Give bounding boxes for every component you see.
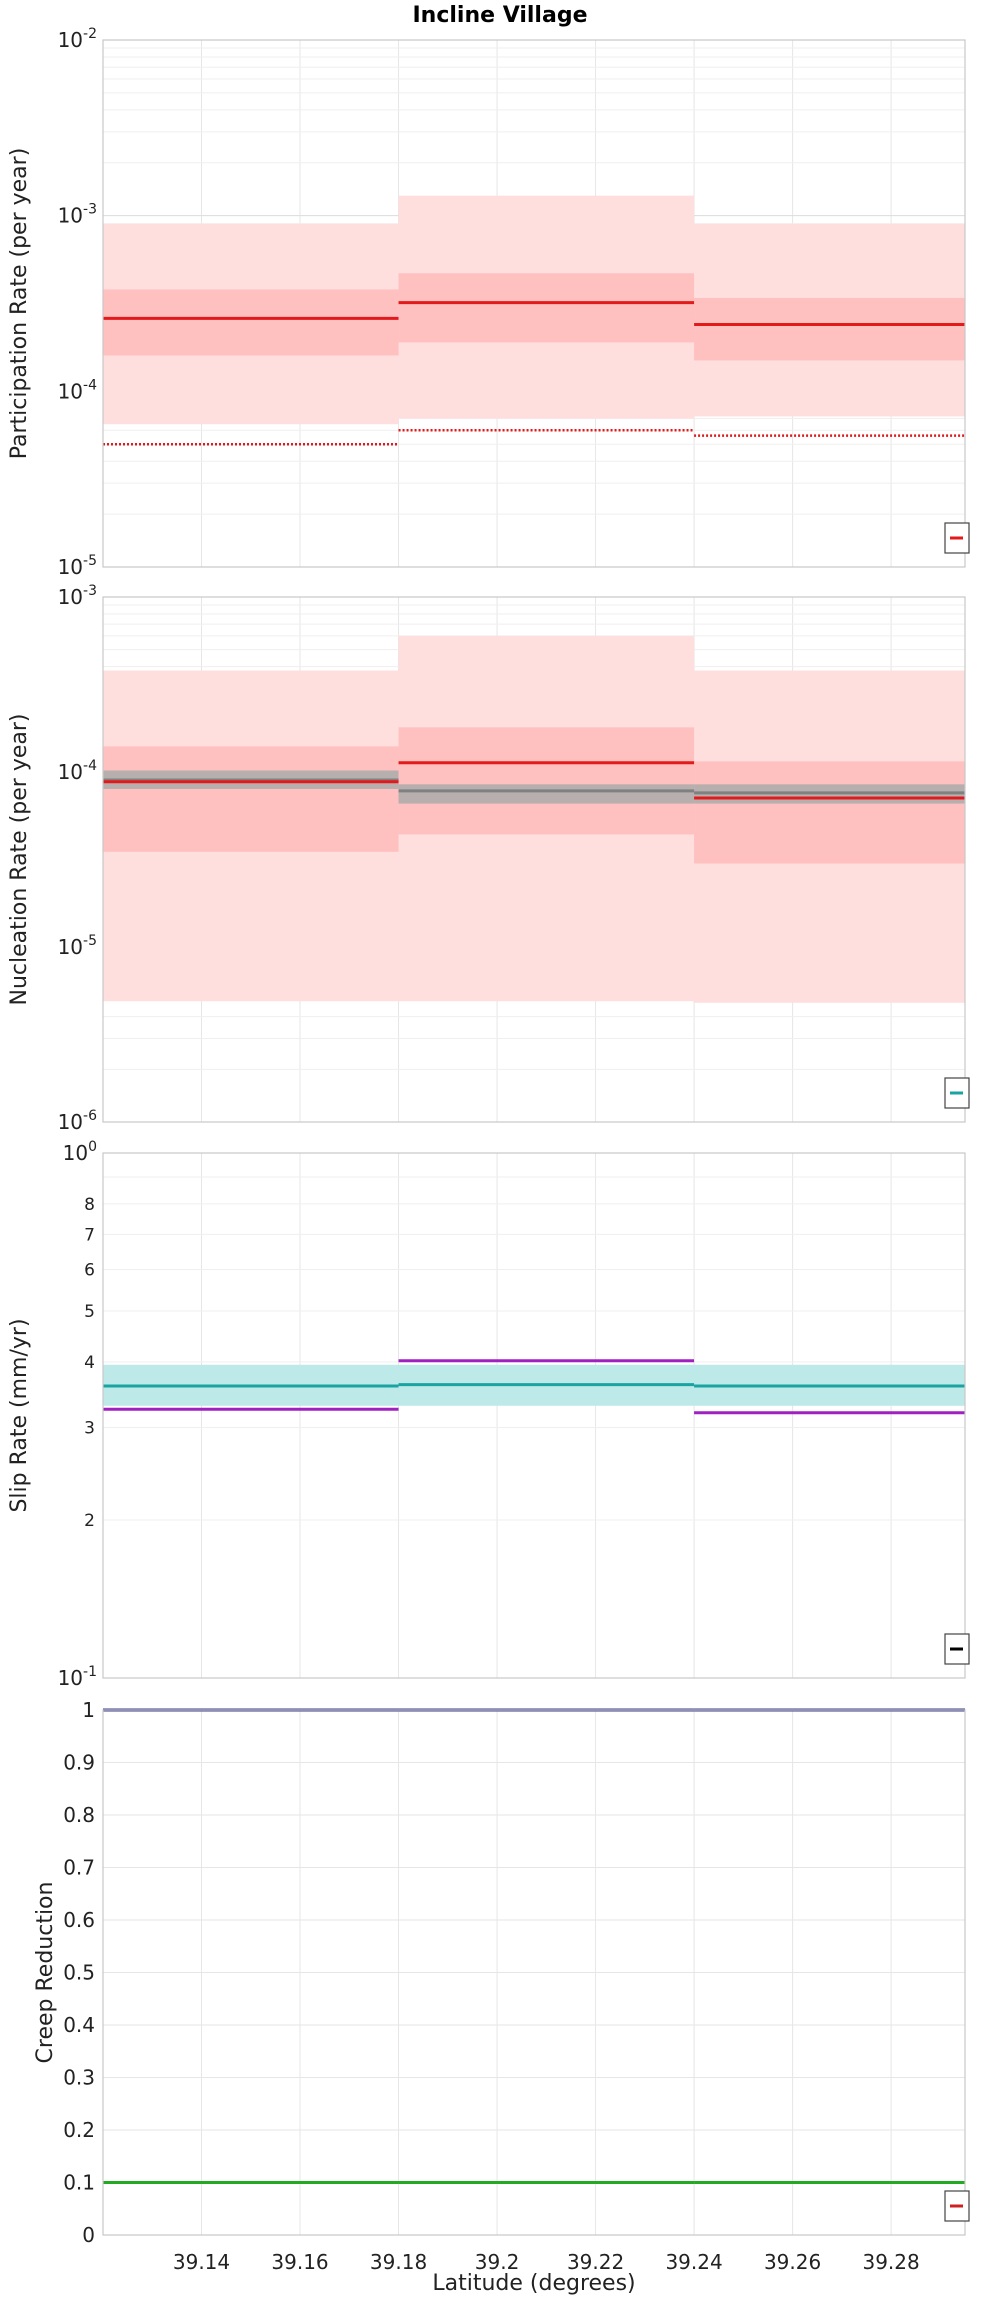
y-axis-label: Creep Reduction (33, 1882, 58, 2064)
y-tick-label: 10-5 (58, 553, 97, 579)
y-minor-tick-label: 3 (84, 1419, 95, 1439)
band-segment (694, 297, 965, 361)
y-tick-label: 1 (82, 1698, 95, 1722)
y-tick-label: 10-6 (58, 1108, 98, 1134)
x-tick-label: 39.24 (665, 2250, 722, 2274)
y-axis-label: Slip Rate (mm/yr) (7, 1318, 32, 1512)
y-tick-label: 0.1 (63, 2171, 95, 2195)
plot-frame (102, 596, 966, 1123)
chart-panel-2: 10-6 10-5 10-4 10-3 Nucleation Rate (per yea… (7, 583, 970, 1134)
y-tick-label: 0.6 (63, 1908, 95, 1932)
plot-frame (102, 1152, 966, 1679)
y-tick-label: 10-3 (58, 202, 97, 228)
y-tick-label: 0.7 (63, 1856, 95, 1880)
y-minor-tick-label: 8 (84, 1195, 95, 1215)
band-segment (398, 727, 695, 835)
chart-panel-3: 10-1 100 2 3 4 5 6 7 8 Slip Rate (mm/yr) (7, 1139, 970, 1690)
y-tick-label: 10-4 (58, 758, 98, 784)
y-tick-label: 10-5 (58, 933, 97, 959)
y-tick-label: 10-4 (58, 377, 98, 403)
x-tick-label: 39.14 (173, 2250, 230, 2274)
chart-panels: 10-5 10-4 10-3 10-2 Participation Rate (per … (7, 26, 970, 2274)
plot-frame (102, 1709, 966, 2236)
plot-frame (102, 39, 966, 568)
band-segment (103, 289, 399, 356)
y-tick-label: 0.9 (63, 1751, 95, 1775)
y-tick-label: 0.5 (63, 1961, 95, 1985)
x-tick-label: 39.26 (764, 2250, 821, 2274)
x-tick-label: 39.22 (567, 2250, 624, 2274)
band-segment (398, 784, 695, 804)
band-segment (398, 273, 695, 343)
y-minor-tick-label: 7 (84, 1225, 95, 1245)
y-tick-label: 100 (63, 1139, 97, 1165)
y-tick-label: 0.8 (63, 1803, 95, 1827)
x-axis-label: Latitude (degrees) (432, 2271, 635, 2296)
band-segment (694, 761, 965, 864)
y-minor-tick-label: 2 (84, 1511, 95, 1531)
y-tick-label: 0.4 (63, 2013, 95, 2037)
chart-panel-4: 0 0.1 0.2 0.3 0.4 0.5 0.6 0.7 0.8 0.9 1 Creep Reduc… (33, 1698, 970, 2274)
y-tick-label: 10-3 (58, 583, 97, 609)
y-tick-label: 10-1 (58, 1664, 97, 1690)
chart-panel-1: 10-5 10-4 10-3 10-2 Participation Rate (per … (7, 26, 970, 579)
x-tick-label: 39.18 (370, 2250, 427, 2274)
y-minor-tick-label: 6 (84, 1260, 95, 1280)
plot-area (103, 1153, 965, 1678)
y-minor-tick-label: 5 (84, 1302, 95, 1322)
x-tick-label: 39.16 (271, 2250, 328, 2274)
y-tick-label: 10-2 (58, 26, 97, 52)
y-axis-label: Nucleation Rate (per year) (7, 714, 32, 1006)
x-tick-label: 39.2 (475, 2250, 520, 2274)
figure-title: Incline Village (413, 3, 588, 28)
band-segment (103, 746, 399, 852)
x-tick-label: 39.28 (862, 2250, 919, 2274)
y-axis-label: Participation Rate (per year) (7, 148, 32, 460)
y-minor-tick-label: 4 (84, 1353, 95, 1373)
y-tick-label: 0 (82, 2223, 95, 2247)
y-tick-label: 0.3 (63, 2066, 95, 2090)
y-tick-label: 0.2 (63, 2118, 95, 2142)
